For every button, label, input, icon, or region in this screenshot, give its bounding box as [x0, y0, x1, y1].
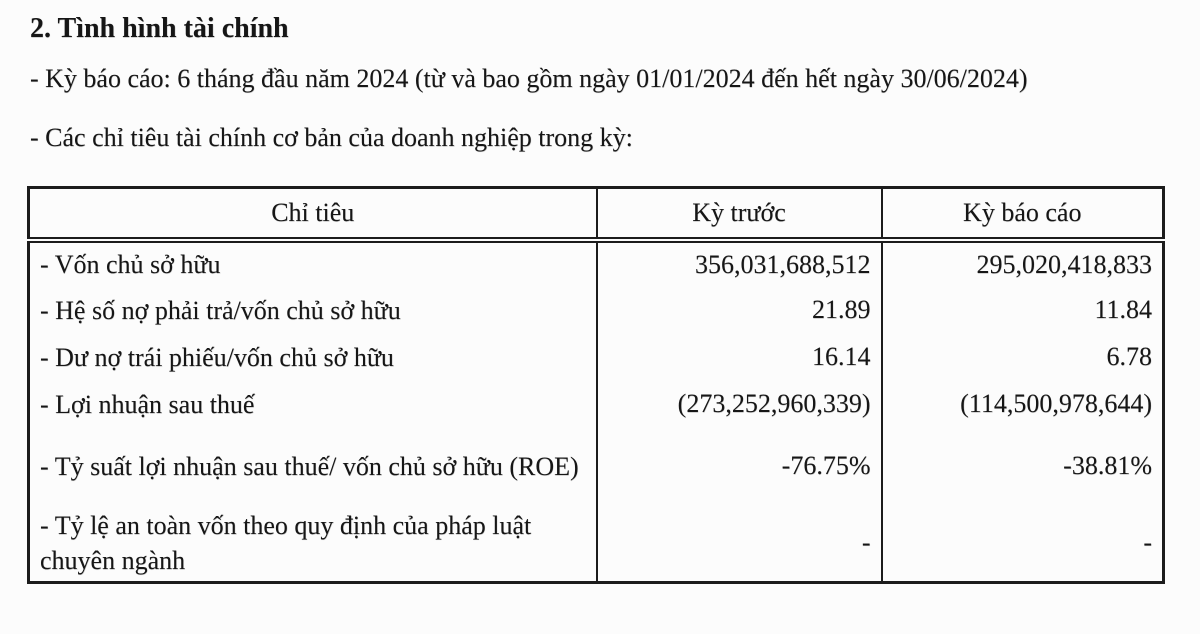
col-header-previous-period: Kỳ trước: [595, 187, 883, 243]
value-previous: 356,031,688,512: [595, 239, 883, 287]
value-previous: 16.14: [595, 333, 883, 381]
row-label: - Dư nợ trái phiếu/vốn chủ sở hữu: [27, 333, 598, 381]
table-row-debt-equity-ratio: - Hệ số nợ phải trả/vốn chủ sở hữu 21.89…: [27, 286, 1165, 334]
value-reporting: (114,500,978,644): [880, 380, 1165, 428]
financial-indicators-table: Chỉ tiêu Kỳ trước Kỳ báo cáo - Vốn chủ s…: [27, 186, 1165, 584]
col-header-indicator: Chỉ tiêu: [27, 187, 598, 243]
row-label: - Lợi nhuận sau thuế: [27, 380, 598, 428]
table-row-profit-after-tax: - Lợi nhuận sau thuế (273,252,960,339) (…: [27, 380, 1165, 428]
value-reporting: -: [880, 504, 1165, 583]
value-previous: -76.75%: [595, 427, 883, 505]
row-label: - Tỷ lệ an toàn vốn theo quy định của ph…: [27, 504, 598, 583]
row-label: - Tỷ suất lợi nhuận sau thuế/ vốn chủ sở…: [27, 427, 598, 505]
value-reporting: 6.78: [880, 333, 1165, 381]
value-previous: (273,252,960,339): [595, 380, 883, 428]
table-header-row: Chỉ tiêu Kỳ trước Kỳ báo cáo: [27, 187, 1165, 243]
section-heading: 2. Tình hình tài chính: [30, 13, 289, 44]
value-reporting: 295,020,418,833: [880, 239, 1165, 287]
value-reporting: 11.84: [880, 286, 1165, 334]
value-reporting: -38.81%: [880, 427, 1165, 505]
criteria-intro-line: - Các chỉ tiêu tài chính cơ bản của doan…: [30, 123, 633, 153]
row-label: - Hệ số nợ phải trả/vốn chủ sở hữu: [27, 286, 598, 334]
table-row-roe: - Tỷ suất lợi nhuận sau thuế/ vốn chủ sở…: [27, 427, 1165, 505]
report-period-line: - Kỳ báo cáo: 6 tháng đầu năm 2024 (từ v…: [30, 63, 1028, 93]
table-row-capital-adequacy: - Tỷ lệ an toàn vốn theo quy định của ph…: [27, 504, 1165, 583]
col-header-reporting-period: Kỳ báo cáo: [880, 187, 1165, 243]
row-label: - Vốn chủ sở hữu: [27, 239, 598, 287]
value-previous: -: [595, 504, 883, 583]
value-previous: 21.89: [595, 286, 883, 334]
table-row-bond-equity-ratio: - Dư nợ trái phiếu/vốn chủ sở hữu 16.14 …: [27, 333, 1165, 381]
table-row-equity: - Vốn chủ sở hữu 356,031,688,512 295,020…: [27, 239, 1165, 287]
